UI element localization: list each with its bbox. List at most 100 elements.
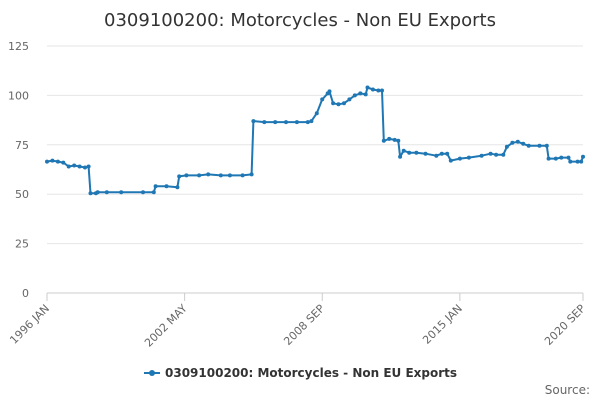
data-point <box>494 152 499 157</box>
data-point <box>380 88 384 93</box>
data-point <box>61 160 66 165</box>
data-point <box>568 159 573 164</box>
data-point <box>414 150 419 155</box>
legend[interactable]: 0309100200: Motorcycles - Non EU Exports <box>144 366 457 380</box>
data-point <box>457 156 462 161</box>
data-point <box>141 190 145 195</box>
y-tick-label: 125 <box>8 40 29 53</box>
x-tick-label: 2020 SEP <box>542 302 588 348</box>
x-axis: 1996 JAN 2002 MAY 2008 SEP 2015 JAN 2020 SEP <box>7 293 588 350</box>
data-point <box>526 143 531 148</box>
data-point <box>448 158 453 163</box>
data-point <box>72 163 77 168</box>
data-point <box>153 184 158 189</box>
data-point <box>309 119 314 124</box>
data-point <box>387 136 392 141</box>
data-point <box>466 155 471 160</box>
data-point <box>434 153 439 158</box>
data-point <box>521 141 526 146</box>
data-point <box>95 190 100 195</box>
data-point <box>365 85 370 90</box>
y-tick-label: 50 <box>15 188 29 201</box>
data-point <box>66 164 71 169</box>
data-point <box>537 143 542 148</box>
data-point <box>164 184 169 189</box>
data-point <box>45 159 49 164</box>
data-point <box>579 159 584 164</box>
data-point <box>83 165 87 170</box>
data-point <box>559 155 564 160</box>
data-point <box>401 148 406 153</box>
data-point <box>218 173 223 178</box>
data-point <box>515 139 520 144</box>
data-point <box>119 190 124 195</box>
data-point <box>77 164 82 169</box>
legend-marker-icon <box>149 370 155 376</box>
data-point <box>331 101 336 106</box>
data-point <box>55 159 60 164</box>
x-tick-label: 2008 SEP <box>281 302 327 348</box>
data-point <box>151 190 156 195</box>
data-point <box>320 97 325 102</box>
data-point <box>407 150 412 155</box>
data-point <box>347 97 352 102</box>
data-point <box>314 111 319 116</box>
legend-label: 0309100200: Motorcycles - Non EU Exports <box>165 366 457 380</box>
data-point <box>206 172 211 177</box>
data-point <box>294 120 299 125</box>
data-point <box>86 164 91 169</box>
y-tick-label: 25 <box>15 238 29 251</box>
series-line <box>46 86 584 195</box>
data-point <box>479 153 484 158</box>
data-point <box>363 92 368 97</box>
data-point <box>88 191 93 196</box>
data-point <box>273 120 278 125</box>
data-point <box>392 137 397 142</box>
data-point <box>553 156 558 161</box>
data-point <box>284 120 288 125</box>
x-tick-label: 1996 JAN <box>7 302 52 347</box>
data-point <box>352 93 357 98</box>
data-point <box>546 156 551 161</box>
data-point <box>227 173 232 178</box>
data-point <box>423 151 428 156</box>
data-point <box>566 155 571 160</box>
series-layer <box>45 85 585 196</box>
data-point <box>305 120 310 125</box>
y-tick-label: 0 <box>22 287 29 300</box>
chart-title: 0309100200: Motorcycles - Non EU Exports <box>104 10 496 31</box>
data-point <box>544 143 549 148</box>
y-tick-label: 75 <box>15 139 29 152</box>
data-point <box>184 173 189 178</box>
data-point <box>501 152 506 157</box>
data-point <box>581 154 585 159</box>
source-credit: Source: <box>545 383 590 397</box>
data-point <box>342 101 346 106</box>
data-point <box>488 151 493 156</box>
data-point <box>381 138 386 143</box>
data-point <box>251 119 256 124</box>
data-point <box>175 185 180 190</box>
x-tick-label: 2002 MAY <box>142 302 190 350</box>
data-point <box>398 154 403 159</box>
data-point <box>445 151 450 156</box>
data-point <box>504 144 509 149</box>
y-axis: 0 25 50 75 100 125 <box>8 40 29 300</box>
data-point <box>439 151 444 156</box>
data-point <box>177 174 182 179</box>
data-point <box>510 140 515 145</box>
data-point <box>249 172 254 177</box>
data-point <box>358 91 363 96</box>
data-point <box>197 173 202 178</box>
data-point <box>262 120 267 125</box>
data-point <box>104 190 109 195</box>
data-point <box>575 159 580 164</box>
data-point <box>336 102 341 107</box>
data-point <box>327 89 332 94</box>
data-point <box>396 138 401 143</box>
y-tick-label: 100 <box>8 89 29 102</box>
x-tick-label: 2015 JAN <box>420 302 465 347</box>
data-point <box>376 88 381 93</box>
